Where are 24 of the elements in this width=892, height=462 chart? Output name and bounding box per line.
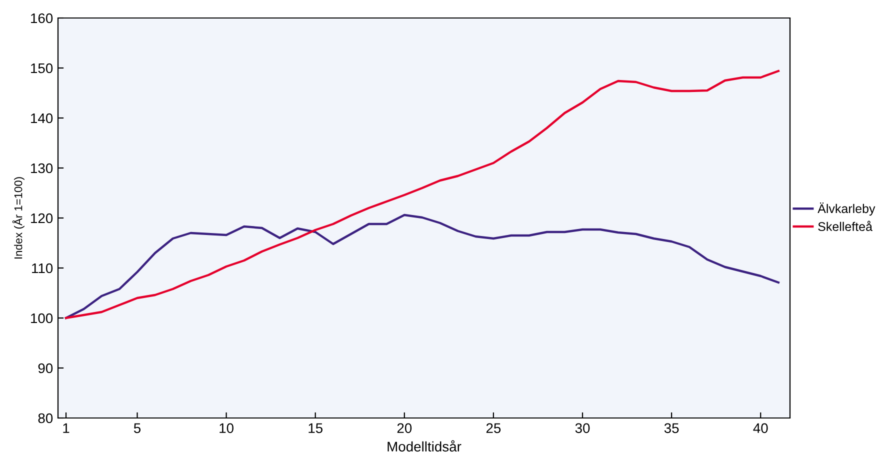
y-tick-label: 80	[38, 413, 53, 424]
y-tick-label: 100	[31, 313, 53, 324]
x-tick-label: 25	[486, 423, 501, 434]
y-tick-label: 140	[31, 113, 53, 124]
line-series	[64, 70, 780, 320]
y-tick-label: 120	[31, 213, 53, 224]
y-tick-label: 110	[32, 263, 53, 274]
x-tick-label: 15	[308, 423, 322, 434]
line-series	[64, 214, 780, 320]
x-tick-label: 30	[575, 423, 590, 434]
x-tick-label: 5	[134, 423, 141, 434]
y-tick-label: 160	[31, 13, 53, 24]
y-tick-label: 130	[31, 163, 53, 174]
x-axis-title: Modelltidsår	[388, 440, 462, 452]
x-tick-label: 10	[220, 423, 234, 434]
y-tick-label: 90	[38, 363, 53, 374]
x-tick-label: 1	[63, 423, 70, 433]
y-tick-label: 150	[31, 63, 53, 74]
x-tick-label: 35	[664, 423, 679, 434]
y-axis-title: Index (År 1=100)	[12, 177, 24, 259]
x-tick-label: 40	[753, 423, 768, 434]
legend-label: Älvkarleby	[818, 202, 876, 216]
legend-label: Skellefteå	[818, 220, 872, 232]
x-tick-label: 20	[397, 423, 412, 434]
